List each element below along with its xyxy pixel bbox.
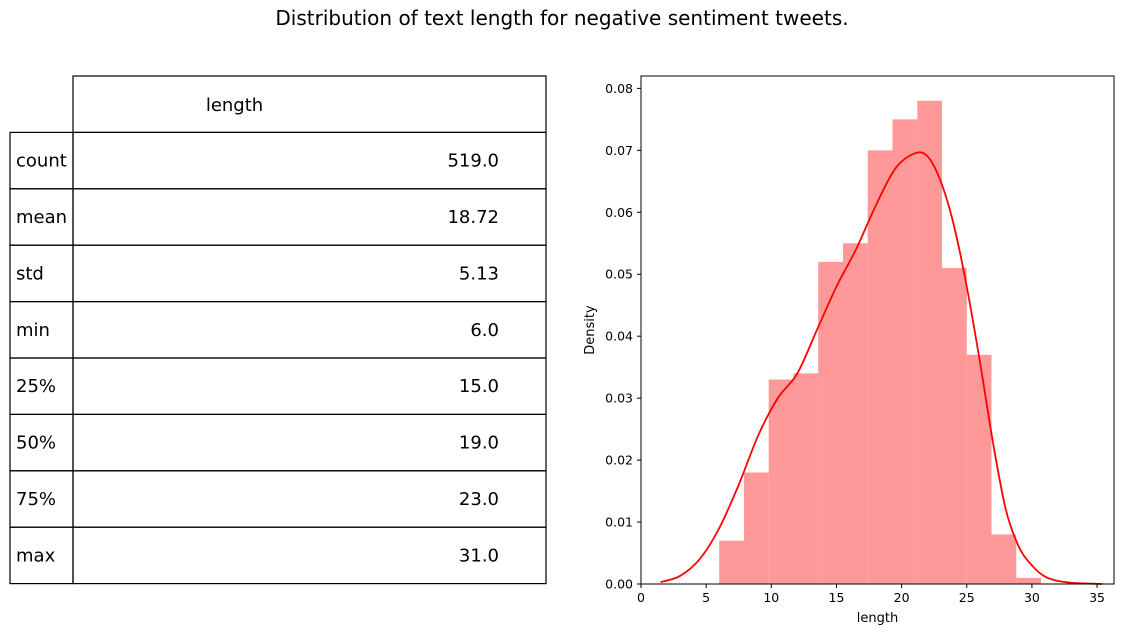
- histogram-bar: [719, 540, 744, 584]
- histogram-bar: [892, 119, 918, 585]
- table-row-label: 25%: [16, 376, 56, 397]
- x-axis-label: length: [857, 611, 898, 626]
- y-tick-label: 0.00: [605, 577, 633, 592]
- histogram-bar: [942, 268, 967, 584]
- histogram-chart: 0 5 10 15 20 25 30 35 0.00 0.01 0.02 0.03 0.04 0.05 0.…: [583, 75, 1115, 626]
- table-row-value: 5.13: [459, 263, 499, 284]
- table-row-label: 75%: [16, 489, 56, 510]
- table-row-value: 519.0: [447, 151, 499, 172]
- x-tick-label: 10: [763, 590, 779, 605]
- y-tick-label: 0.02: [605, 453, 633, 468]
- histogram-bar: [966, 354, 992, 584]
- table-row-label: 50%: [16, 433, 56, 454]
- histogram-bar: [768, 379, 794, 584]
- table-row-value: 19.0: [459, 433, 499, 454]
- y-axis-label: Density: [583, 305, 598, 355]
- histogram-bar: [818, 261, 843, 584]
- figure-title: Distribution of text length for negative…: [275, 6, 849, 30]
- x-tick-label: 15: [829, 590, 845, 605]
- table-row-value: 15.0: [459, 376, 499, 397]
- table-row-value-cell: [72, 526, 547, 585]
- stats-table: length count 519.0 mean 18.72 std 5.13 min 6.0 25…: [9, 75, 547, 585]
- y-tick-label: 0.06: [605, 205, 633, 220]
- histogram-bar: [917, 100, 942, 584]
- x-tick-label: 20: [894, 590, 910, 605]
- table-row-label: std: [16, 263, 44, 284]
- table-column-header: length: [206, 95, 263, 116]
- y-tick-label: 0.01: [605, 515, 633, 530]
- y-tick-label: 0.03: [605, 391, 633, 406]
- histogram-bar: [867, 150, 893, 584]
- kde-curve: [660, 151, 1103, 585]
- table-row-label: count: [16, 151, 67, 172]
- y-tick-label: 0.05: [605, 267, 633, 282]
- y-tick-label: 0.08: [605, 81, 633, 96]
- table-row-value: 23.0: [459, 489, 499, 510]
- table-row-value: 31.0: [459, 545, 499, 566]
- histogram-bar: [793, 373, 819, 584]
- table-row-value: 18.72: [447, 207, 499, 228]
- table-row-label: max: [16, 545, 56, 566]
- x-tick-label: 35: [1089, 590, 1105, 605]
- plot-frame: [640, 75, 1115, 585]
- histogram-bar: [842, 243, 868, 584]
- y-tick-label: 0.04: [605, 329, 633, 344]
- table-row-label: mean: [16, 207, 67, 228]
- table-header-cell: [72, 75, 547, 134]
- x-tick-label: 0: [637, 590, 645, 605]
- table-row-value: 6.0: [470, 320, 499, 341]
- x-tick-label: 5: [702, 590, 710, 605]
- histogram-bar: [1016, 577, 1042, 584]
- table-row-label: min: [16, 320, 50, 341]
- x-tick-label: 25: [959, 590, 975, 605]
- y-tick-label: 0.07: [605, 143, 633, 158]
- histogram-bar: [991, 534, 1017, 584]
- histogram-bar: [743, 472, 769, 584]
- x-tick-label: 30: [1024, 590, 1040, 605]
